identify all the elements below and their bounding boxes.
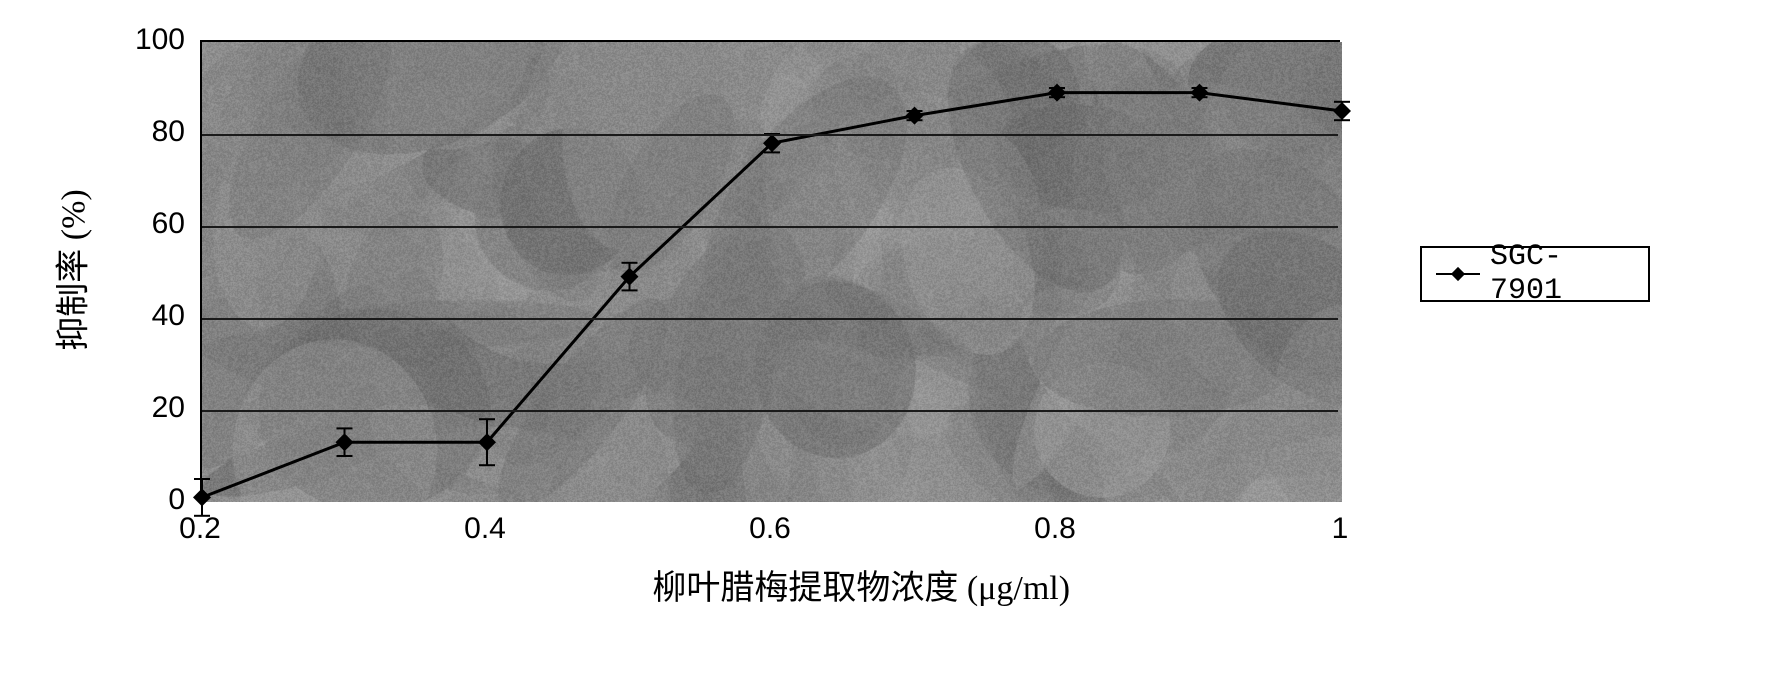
y-tick-label: 80 [130, 115, 185, 149]
y-tick-label: 100 [130, 23, 185, 57]
x-tick-label: 0.2 [179, 512, 221, 546]
data-marker [906, 107, 924, 125]
gridline [202, 318, 1338, 320]
x-tick-label: 0.8 [1034, 512, 1076, 546]
y-tick-label: 40 [130, 299, 185, 333]
data-marker [193, 488, 211, 506]
x-axis-title: 柳叶腊梅提取物浓度 (μg/ml) [652, 560, 1070, 609]
legend-diamond-icon [1451, 267, 1465, 281]
legend: SGC-7901 [1420, 246, 1650, 302]
legend-marker [1436, 269, 1480, 279]
data-marker [1191, 84, 1209, 102]
y-tick-label: 0 [130, 483, 185, 517]
x-tick-label: 1 [1332, 512, 1349, 546]
y-tick-label: 60 [130, 207, 185, 241]
gridline [202, 226, 1338, 228]
plot-area [200, 40, 1340, 500]
y-axis-title: 抑制率 (%) [46, 189, 95, 350]
y-tick-label: 20 [130, 391, 185, 425]
data-marker [336, 433, 354, 451]
x-tick-label: 0.4 [464, 512, 506, 546]
x-tick-label: 0.6 [749, 512, 791, 546]
gridline [202, 410, 1338, 412]
chart-container: 抑制率 (%) 柳叶腊梅提取物浓度 (μg/ml) SGC-7901 0 20 40… [0, 0, 1765, 685]
chart-svg-overlay [202, 42, 1342, 502]
data-marker [1048, 84, 1066, 102]
gridline [202, 134, 1338, 136]
legend-label: SGC-7901 [1490, 240, 1634, 308]
data-marker [1333, 102, 1351, 120]
